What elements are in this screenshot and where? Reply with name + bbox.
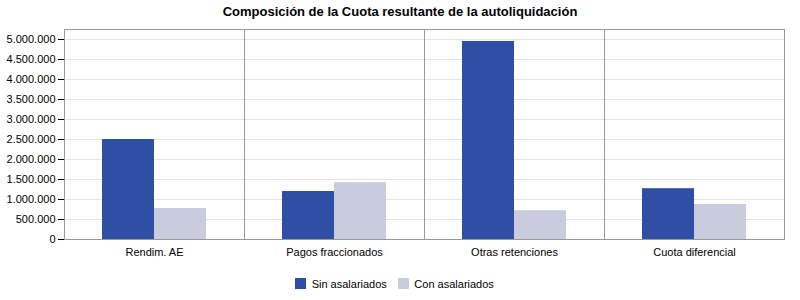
- svg-text:2.000.000: 2.000.000: [7, 153, 56, 165]
- svg-text:Cuota diferencial: Cuota diferencial: [653, 246, 736, 258]
- svg-text:1.500.000: 1.500.000: [7, 173, 56, 185]
- html-text:Composición de la Cuota result: Composición de la Cuota resultante de la…: [222, 4, 578, 19]
- svg-text:4.000.000: 4.000.000: [7, 73, 56, 85]
- html-text:Con asalariados: Con asalariados: [414, 277, 494, 290]
- svg-text:5.000.000: 5.000.000: [7, 33, 56, 45]
- svg-text:1.000.000: 1.000.000: [7, 193, 56, 205]
- svg-text:4.500.000: 4.500.000: [7, 53, 56, 65]
- svg-text:Rendim. AE: Rendim. AE: [125, 246, 183, 258]
- svg-text:3.000.000: 3.000.000: [7, 113, 56, 125]
- svg-text:3.500.000: 3.500.000: [7, 93, 56, 105]
- html-text:Sin asalariados: Sin asalariados: [311, 277, 387, 290]
- svg-text:Otras retenciones: Otras retenciones: [471, 246, 558, 258]
- svg-text:2.500.000: 2.500.000: [7, 133, 56, 145]
- svg-text:500.000: 500.000: [16, 213, 56, 225]
- svg-text:0: 0: [49, 233, 55, 245]
- svg-text:Pagos fraccionados: Pagos fraccionados: [286, 246, 383, 258]
